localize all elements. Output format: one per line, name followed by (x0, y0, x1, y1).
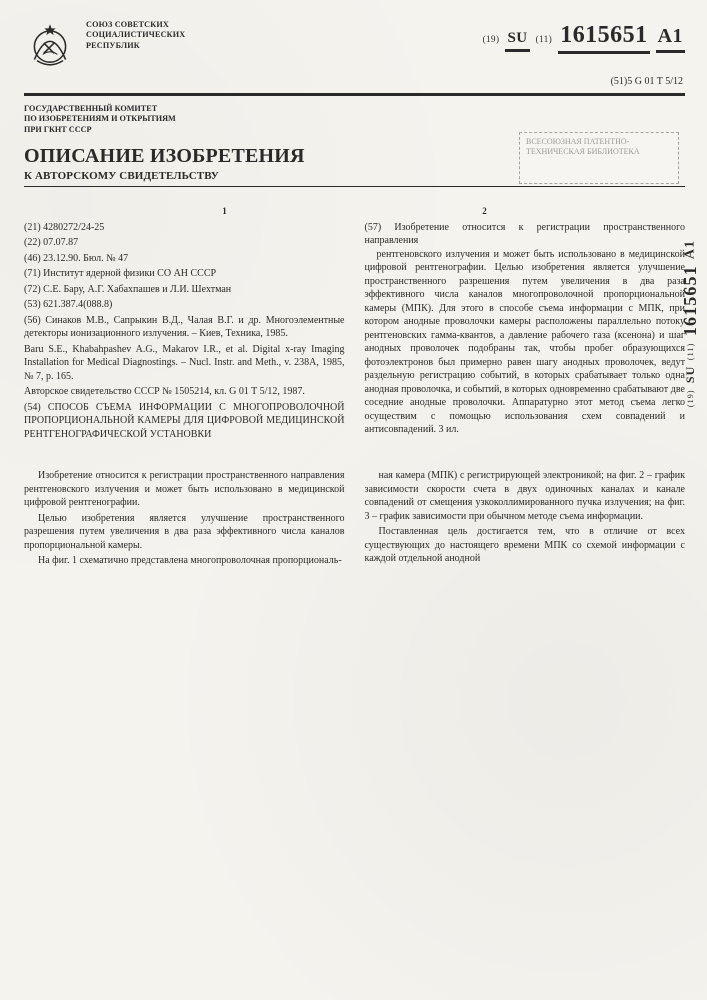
document-number: (19) SU (11) 1615651 A1 (483, 18, 685, 54)
side-number: 1615651 (680, 265, 701, 336)
bib-53: (53) 621.387.4(088.8) (24, 298, 345, 312)
bibliographic-columns: 1 2 (21) 4280272/24-25 (22) 07.07.87 (46… (24, 205, 685, 442)
union-text: СОЮЗ СОВЕТСКИХ СОЦИАЛИСТИЧЕСКИХ РЕСПУБЛИ… (86, 18, 226, 51)
col-num-left: 1 (222, 205, 227, 217)
side-country: SU (683, 366, 698, 384)
side-suffix: (11) (686, 342, 695, 360)
union-line: РЕСПУБЛИК (86, 41, 226, 51)
col-num-right: 2 (482, 205, 487, 217)
bib-57-lead: (57) Изобретение относится к регистрации… (365, 221, 686, 248)
committee-line: ПРИ ГКНТ СССР (24, 125, 214, 135)
bib-22: (22) 07.07.87 (24, 236, 345, 250)
abstract-text: рентгеновского излучения и может быть ис… (365, 248, 686, 437)
doc-suffix: (11) (536, 34, 553, 44)
body-p4: ная камера (МПК) с регистрирующей электр… (365, 469, 686, 523)
doc-prefix: (19) (483, 34, 500, 44)
page-container: { "header": { "union_lines": ["СОЮЗ СОВЕ… (0, 0, 707, 587)
ipc-classification: (51)5 G 01 T 5/12 (24, 76, 685, 87)
doc-number-value: 1615651 (558, 22, 649, 54)
committee-line: ПО ИЗОБРЕТЕНИЯМ И ОТКРЫТИЯМ (24, 114, 214, 124)
body-p3: На фиг. 1 схематично представлена многоп… (24, 554, 345, 568)
side-kind: A1 (683, 240, 699, 259)
committee-text: ГОСУДАРСТВЕННЫЙ КОМИТЕТ ПО ИЗОБРЕТЕНИЯМ … (24, 104, 214, 135)
side-doc-code: (19) SU (11) 1615651 A1 (680, 240, 701, 407)
bib-56a: (56) Синаков М.В., Сапрыкин В.Д., Чалая … (24, 314, 345, 341)
union-line: СОЦИАЛИСТИЧЕСКИХ (86, 30, 226, 40)
body-p5: Поставленная цель достигается тем, что в… (365, 525, 686, 566)
side-prefix: (19) (686, 389, 695, 407)
abstract-block: рентгеновского излучения и может быть ис… (365, 248, 686, 437)
bib-56b: Baru S.E., Khabahpashev A.G., Makarov I.… (24, 343, 345, 384)
bib-21: (21) 4280272/24-25 (24, 221, 345, 235)
header-row: СОЮЗ СОВЕТСКИХ СОЦИАЛИСТИЧЕСКИХ РЕСПУБЛИ… (24, 18, 685, 70)
bib-54-title: (54) СПОСОБ СЪЕМА ИНФОРМАЦИИ С МНОГОПРОВ… (24, 401, 345, 442)
divider-thin (24, 186, 685, 187)
body-columns: Изобретение относится к регистрации прос… (24, 469, 685, 569)
country-code: SU (505, 30, 529, 52)
union-line: СОЮЗ СОВЕТСКИХ (86, 20, 226, 30)
bib-46: (46) 23.12.90. Бюл. № 47 (24, 252, 345, 266)
body-p2: Целью изобретения является улучшение про… (24, 512, 345, 553)
bib-56c: Авторское свидетельство СССР № 1505214, … (24, 385, 345, 399)
bib-72: (72) С.Е. Бару, А.Г. Хабахпашев и Л.И. Ш… (24, 283, 345, 297)
kind-code: A1 (656, 25, 685, 53)
bib-71: (71) Институт ядерной физики СО АН СССР (24, 267, 345, 281)
column-numbers: 1 2 (24, 205, 685, 217)
library-stamp: ВСЕСОЮЗНАЯ ПАТЕНТНО-ТЕХНИЧЕСКАЯ БИБЛИОТЕ… (519, 132, 679, 184)
ussr-emblem-icon (24, 18, 76, 70)
divider-thick (24, 93, 685, 96)
committee-line: ГОСУДАРСТВЕННЫЙ КОМИТЕТ (24, 104, 214, 114)
body-p1: Изобретение относится к регистрации прос… (24, 469, 345, 510)
